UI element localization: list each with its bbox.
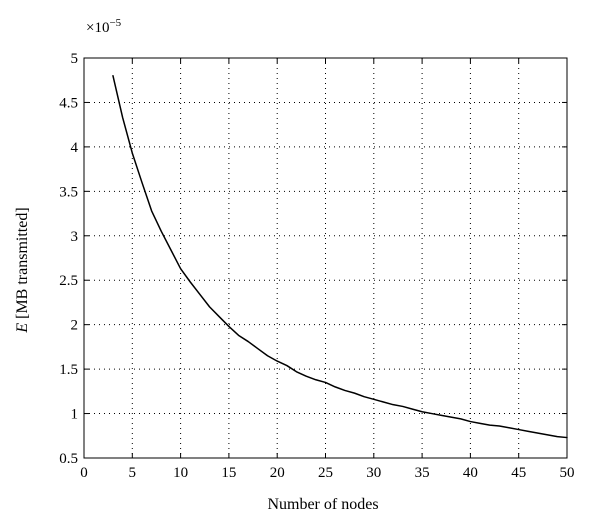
y-tick-label: 3 — [71, 229, 79, 245]
x-tick-label: 25 — [318, 465, 333, 481]
y-tick-label: 0.5 — [59, 451, 78, 467]
series — [112, 75, 568, 439]
y-tick-label: 2.5 — [59, 273, 78, 289]
x-tick-label: 30 — [366, 465, 381, 481]
y-tick-label: 2 — [71, 318, 79, 334]
x-tick-label: 45 — [511, 465, 526, 481]
y-tick-label: 3.5 — [59, 184, 78, 200]
y-axis-label: E [MB transmitted] — [14, 207, 31, 333]
y-axis-label-unit: [MB transmitted] — [14, 207, 31, 323]
x-tick-label: 5 — [129, 465, 137, 481]
y-tick-labels: 0.5 1 1.5 2 2.5 3 3.5 4 4.5 5 — [59, 51, 78, 467]
x-tick-label: 20 — [270, 465, 285, 481]
y-multiplier-exponent: −5 — [109, 17, 121, 29]
grid — [84, 58, 567, 458]
y-tick-label: 4.5 — [59, 95, 78, 111]
y-tick-label: 1.5 — [59, 362, 78, 378]
x-axis-label: Number of nodes — [267, 496, 378, 513]
y-axis-multiplier: ×10−5 — [86, 17, 122, 36]
x-tick-labels: 0 5 10 15 20 25 30 35 40 45 50 — [80, 465, 574, 481]
y-axis-label-variable: E — [14, 323, 31, 334]
x-tick-label: 50 — [560, 465, 575, 481]
series-line — [112, 75, 568, 439]
y-tick-label: 5 — [71, 51, 79, 67]
ticks — [83, 57, 568, 459]
x-tick-label: 40 — [463, 465, 478, 481]
y-multiplier-base: ×10 — [86, 20, 109, 36]
y-tick-label: 4 — [71, 140, 79, 156]
x-tick-label: 0 — [80, 465, 88, 481]
x-tick-label: 15 — [221, 465, 236, 481]
x-tick-label: 35 — [415, 465, 430, 481]
y-tick-label: 1 — [71, 407, 79, 423]
x-tick-label: 10 — [173, 465, 188, 481]
